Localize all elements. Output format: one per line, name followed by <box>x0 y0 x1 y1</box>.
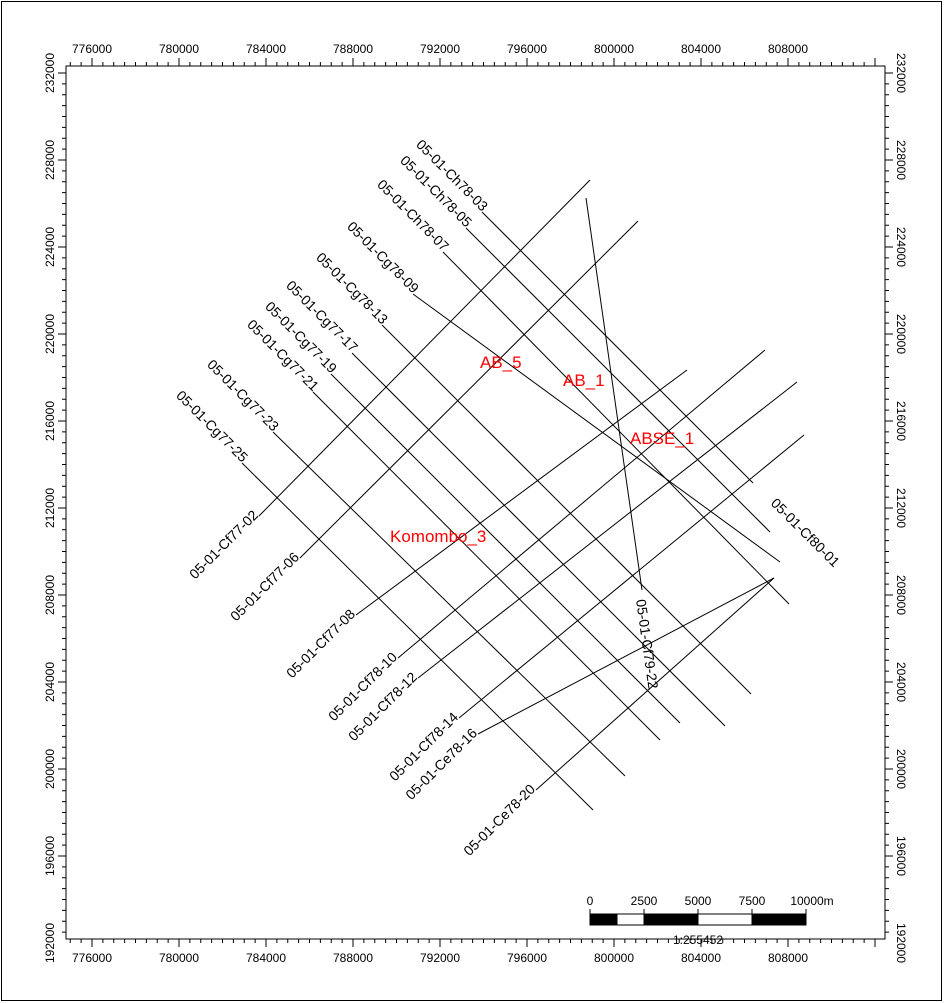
y-axis-left: 232000 228000 224000 220000 216000 21200… <box>43 53 57 963</box>
y-tick-label: 208000 <box>894 575 908 615</box>
x-tick-label: 788000 <box>333 951 373 965</box>
seismic-line-ch78-03[interactable] <box>481 211 754 484</box>
x-tick-label: 804000 <box>681 951 721 965</box>
y-tick-label: 208000 <box>43 575 57 615</box>
scale-segment-white <box>616 913 645 926</box>
x-tick-label: 780000 <box>159 42 199 56</box>
well-label-komombo-3[interactable]: Komombo_3 <box>390 527 486 546</box>
seismic-line-cf78-14[interactable] <box>458 434 805 719</box>
y-tick-label: 204000 <box>43 662 57 702</box>
well-label-ab-1[interactable]: AB_1 <box>563 371 605 390</box>
x-tick-label: 780000 <box>159 951 199 965</box>
y-tick-label: 196000 <box>894 836 908 876</box>
scale-label-5000: 5000 <box>685 894 712 908</box>
x-tick-label: 784000 <box>246 951 286 965</box>
seismic-line-cf79-22[interactable] <box>585 197 643 591</box>
y-tick-label: 220000 <box>43 314 57 354</box>
scale-label-10000m: 10000m <box>790 894 833 908</box>
x-tick-label: 796000 <box>507 951 547 965</box>
scale-bar: 0 2500 5000 7500 10000m 1:255452 <box>587 894 834 947</box>
seismic-line-cg77-19[interactable] <box>330 373 681 724</box>
scale-segment-white <box>697 913 753 926</box>
x-tick-label: 800000 <box>594 42 634 56</box>
x-tick-label: 792000 <box>420 951 460 965</box>
y-tick-label: 216000 <box>43 401 57 441</box>
seismic-line-cf77-08[interactable] <box>355 369 688 616</box>
y-tick-label: 212000 <box>43 488 57 528</box>
scale-segment-black <box>751 913 807 926</box>
map-frame <box>65 65 886 940</box>
minor-ticks <box>58 58 893 947</box>
well-labels: AB_5 AB_1 ABSE_1 Komombo_3 <box>390 353 694 546</box>
seismic-lines-nw-se <box>241 211 790 811</box>
y-tick-label: 228000 <box>894 140 908 180</box>
seismic-line-cf77-06[interactable] <box>299 220 639 559</box>
y-tick-label: 204000 <box>894 662 908 702</box>
y-tick-label: 228000 <box>43 140 57 180</box>
y-tick-label: 212000 <box>894 488 908 528</box>
y-tick-label: 232000 <box>894 53 908 93</box>
seismic-line-cg78-09[interactable] <box>412 293 781 563</box>
well-label-abse-1[interactable]: ABSE_1 <box>630 429 694 448</box>
y-axis-right: 232000 228000 224000 220000 216000 21200… <box>894 53 908 963</box>
scale-label-7500: 7500 <box>739 894 766 908</box>
seismic-line-cg77-25[interactable] <box>241 462 594 811</box>
x-axis-bottom: 776000 780000 784000 788000 792000 79600… <box>72 951 808 965</box>
y-tick-label: 216000 <box>894 401 908 441</box>
x-tick-label: 776000 <box>72 42 112 56</box>
scale-label-2500: 2500 <box>631 894 658 908</box>
seismic-line-cf78-12[interactable] <box>417 381 798 679</box>
x-tick-label: 808000 <box>768 42 808 56</box>
seismic-line-ch78-07[interactable] <box>442 251 790 605</box>
seismic-line-ch78-05[interactable] <box>465 227 771 533</box>
y-tick-label: 224000 <box>894 227 908 267</box>
y-tick-label: 220000 <box>894 314 908 354</box>
y-tick-label: 200000 <box>43 749 57 789</box>
seismic-line-cf77-02[interactable] <box>258 179 591 517</box>
x-tick-label: 792000 <box>420 42 460 56</box>
scale-label-0: 0 <box>587 894 594 908</box>
x-tick-label: 788000 <box>333 42 373 56</box>
y-tick-label: 192000 <box>894 923 908 963</box>
y-tick-label: 196000 <box>43 836 57 876</box>
scale-ratio: 1:255452 <box>673 933 723 947</box>
well-label-ab-5[interactable]: AB_5 <box>480 353 522 372</box>
x-tick-label: 804000 <box>681 42 721 56</box>
seismic-line-ce78-16[interactable] <box>477 577 775 735</box>
y-tick-label: 200000 <box>894 749 908 789</box>
seismic-lines-sw-ne <box>258 179 805 791</box>
scale-segment-black <box>589 913 618 926</box>
scale-segment-black <box>643 913 699 926</box>
seismic-line-cg77-23[interactable] <box>272 431 626 777</box>
y-tick-label: 232000 <box>43 53 57 93</box>
seismic-line-cg77-21[interactable] <box>312 391 661 741</box>
y-tick-label: 192000 <box>43 923 57 963</box>
x-tick-label: 784000 <box>246 42 286 56</box>
x-tick-label: 796000 <box>507 42 547 56</box>
seismic-line-ce78-20[interactable] <box>535 577 775 791</box>
seismic-line-cg78-13[interactable] <box>381 324 752 695</box>
x-tick-label: 800000 <box>594 951 634 965</box>
y-tick-label: 224000 <box>43 227 57 267</box>
x-axis-top: 776000 780000 784000 788000 792000 79600… <box>72 42 808 56</box>
x-tick-label: 776000 <box>72 951 112 965</box>
seismic-line-cf78-10[interactable] <box>397 349 766 659</box>
x-tick-label: 808000 <box>768 951 808 965</box>
